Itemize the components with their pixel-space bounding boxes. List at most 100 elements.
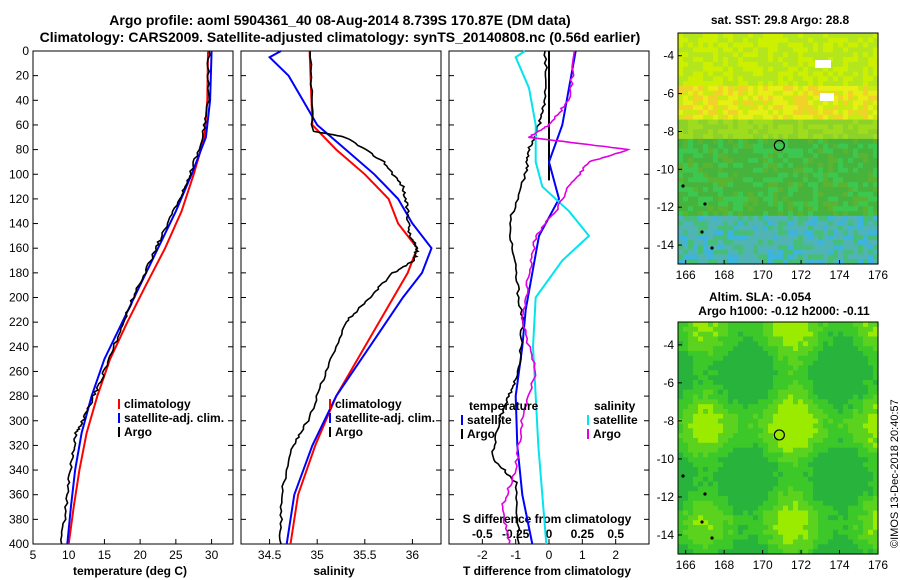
- map-cell: [803, 235, 809, 241]
- map-cell: [733, 438, 739, 444]
- sal-xlabel: salinity: [313, 564, 355, 578]
- map-cell: [753, 467, 759, 473]
- map-cell: [698, 534, 704, 541]
- map-cell: [728, 394, 734, 400]
- map-cell: [763, 529, 769, 536]
- map-cell: [778, 375, 784, 381]
- map-cell: [738, 447, 744, 454]
- map-cell: [678, 515, 684, 521]
- map-cell: [738, 515, 744, 521]
- map-cell: [843, 476, 849, 483]
- map-cell: [753, 61, 759, 68]
- map-cell: [783, 230, 789, 236]
- map-cell: [778, 143, 784, 150]
- map-cell: [873, 138, 879, 145]
- map-cell: [863, 539, 869, 545]
- map-cell: [868, 384, 874, 391]
- map-cell: [848, 346, 854, 352]
- map-cell: [778, 457, 784, 463]
- map-cell: [748, 481, 754, 487]
- map-cell: [758, 81, 764, 87]
- map-cell: [698, 201, 704, 207]
- map-cell: [853, 138, 859, 145]
- map-cell: [793, 254, 799, 260]
- map-cell: [853, 95, 859, 101]
- map-cell: [693, 413, 699, 420]
- map-cell: [773, 71, 779, 77]
- map-cell: [743, 534, 749, 541]
- map-cell: [698, 442, 704, 449]
- map-cell: [798, 384, 804, 391]
- map-cell: [843, 534, 849, 541]
- map-cell: [758, 404, 764, 410]
- map-cell: [778, 428, 784, 434]
- map-cell: [713, 486, 719, 492]
- map-cell: [813, 336, 819, 342]
- map-cell: [688, 148, 694, 154]
- map-cell: [758, 457, 764, 463]
- map-cell: [773, 235, 779, 241]
- map-cell: [783, 346, 789, 352]
- map-cell: [818, 375, 824, 381]
- map-cell: [773, 505, 779, 512]
- map-cell: [803, 365, 809, 371]
- map-cell: [783, 76, 789, 82]
- ytick-label: 300: [9, 414, 29, 428]
- map-cell: [678, 370, 684, 376]
- map-cell: [758, 172, 764, 178]
- map-cell: [863, 81, 869, 87]
- map-cell: [828, 399, 834, 405]
- map-cell: [758, 409, 764, 415]
- map-cell: [678, 162, 684, 169]
- map-cell: [678, 505, 684, 512]
- map-cell: [723, 447, 729, 454]
- map-cell: [788, 486, 794, 492]
- map-cell: [843, 481, 849, 487]
- map-cell: [758, 438, 764, 444]
- map-cell: [788, 404, 794, 410]
- map-cell: [708, 467, 714, 473]
- map-cell: [738, 375, 744, 381]
- map-cell: [748, 384, 754, 391]
- map-cell: [713, 153, 719, 159]
- map-cell: [678, 360, 684, 367]
- map-cell: [758, 138, 764, 145]
- map-cell: [793, 467, 799, 473]
- map-cell: [738, 76, 744, 82]
- legend-label: climatology: [335, 397, 402, 411]
- map-cell: [833, 162, 839, 169]
- map-cell: [783, 433, 789, 439]
- map-cell: [793, 500, 799, 507]
- map-cell: [773, 42, 779, 48]
- map-cell: [753, 510, 759, 516]
- map-cell: [788, 129, 794, 135]
- map-cell: [828, 525, 834, 531]
- map-cell: [698, 346, 704, 352]
- map-cell: [728, 534, 734, 541]
- map-cell: [713, 336, 719, 342]
- map-cell: [723, 544, 729, 550]
- map-cell: [803, 394, 809, 400]
- map-cell: [678, 457, 684, 463]
- map-cell: [838, 119, 844, 125]
- map-cell: [698, 244, 704, 251]
- map-cell: [868, 399, 874, 405]
- map-cell: [758, 375, 764, 381]
- map-cell: [733, 505, 739, 512]
- map-cell: [728, 452, 734, 458]
- map-cell: [748, 442, 754, 449]
- map-cell: [783, 404, 789, 410]
- map-cell: [788, 394, 794, 400]
- map-cell: [708, 428, 714, 434]
- map-cell: [773, 119, 779, 125]
- map-cell: [763, 491, 769, 497]
- map-cell: [678, 351, 684, 357]
- map-cell: [768, 259, 774, 265]
- map-cell: [773, 467, 779, 473]
- map-cell: [773, 47, 779, 53]
- map-cell: [723, 399, 729, 405]
- map-cell: [858, 481, 864, 487]
- map-cell: [843, 52, 849, 58]
- map-cell: [843, 539, 849, 545]
